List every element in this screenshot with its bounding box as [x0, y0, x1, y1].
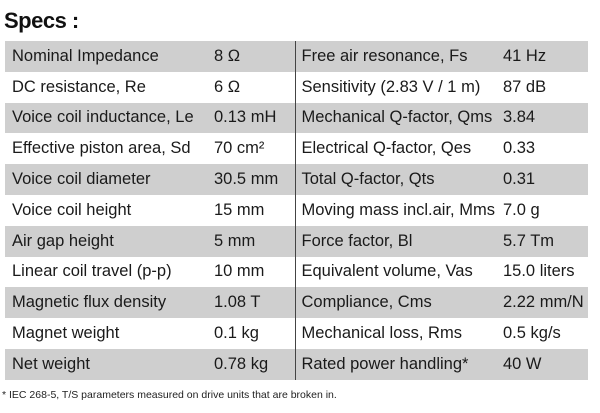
- spec-value: 41 Hz: [500, 41, 588, 72]
- spec-label: Voice coil diameter: [5, 164, 211, 195]
- spec-value: 8 Ω: [211, 41, 295, 72]
- spec-value: 0.13 mH: [211, 102, 295, 134]
- spec-value: 70 cm²: [214, 139, 265, 158]
- spec-value: 30.5 mm: [211, 164, 295, 195]
- spec-label: Compliance, Cms: [294, 287, 500, 319]
- spec-label: Moving mass incl.air, Mms: [294, 194, 500, 226]
- spec-label: Equivalent volume, Vas: [294, 256, 500, 288]
- specs-title: Specs :: [4, 8, 79, 33]
- spec-label: Voice coil inductance, Le: [5, 102, 211, 134]
- spec-value: 15 mm: [214, 200, 265, 219]
- spec-label: Sensitivity (2.83 V / 1 m): [294, 71, 500, 103]
- spec-value: 6 Ω: [214, 77, 241, 96]
- spec-label: Effective piston area, Sd: [12, 139, 191, 158]
- spec-value: 15.0 liters: [503, 262, 575, 281]
- spec-value: 1.08 T: [211, 287, 295, 319]
- spec-value: 10 mm: [214, 262, 265, 281]
- table-row: Air gap height 5 mm Force factor, Bl 5.7…: [5, 225, 588, 257]
- table-row: Voice coil height 15 mm Moving mass incl…: [5, 194, 588, 226]
- table-row: DC resistance, Re 6 Ω Sensitivity (2.83 …: [5, 71, 588, 103]
- spec-label: Force factor, Bl: [294, 225, 500, 257]
- spec-value: 5 mm: [211, 225, 295, 257]
- spec-value: 0.31: [500, 164, 588, 195]
- spec-label: Net weight: [5, 348, 211, 380]
- spec-value: 0.1 kg: [214, 324, 259, 343]
- spec-value: 40 W: [500, 348, 588, 380]
- spec-value: 2.22 mm/N: [500, 287, 588, 319]
- spec-value: 7.0 g: [503, 200, 540, 219]
- spec-label: Magnetic flux density: [5, 287, 211, 319]
- spec-value: 87 dB: [503, 77, 547, 96]
- spec-label: Mechanical loss, Rms: [294, 318, 500, 349]
- table-row: Net weight 0.78 kg Rated power handling*…: [5, 348, 588, 380]
- table-row: Voice coil inductance, Le 0.13 mH Mechan…: [5, 102, 588, 134]
- footnote: * IEC 268-5, T/S parameters measured on …: [2, 389, 337, 401]
- table-row: Voice coil diameter 30.5 mm Total Q-fact…: [5, 164, 588, 195]
- spec-value: 0.5 kg/s: [503, 324, 561, 343]
- spec-label: Magnet weight: [12, 324, 120, 343]
- spec-value: 0.33: [503, 139, 536, 158]
- spec-label: Electrical Q-factor, Qes: [294, 133, 500, 165]
- spec-label: Total Q-factor, Qts: [294, 164, 500, 195]
- spec-label: Mechanical Q-factor, Qms: [294, 102, 500, 134]
- spec-value: 0.78 kg: [211, 348, 295, 380]
- spec-label: DC resistance, Re: [12, 77, 146, 96]
- spec-label: Nominal Impedance: [5, 41, 211, 72]
- spec-label: Linear coil travel (p-p): [12, 262, 172, 281]
- spec-label: Air gap height: [5, 225, 211, 257]
- spec-value: 3.84: [500, 102, 588, 134]
- spec-label: Free air resonance, Fs: [294, 41, 500, 72]
- spec-label: Voice coil height: [12, 200, 132, 219]
- table-row: Magnetic flux density 1.08 T Compliance,…: [5, 287, 588, 319]
- specs-table: Nominal Impedance 8 Ω Free air resonance…: [5, 41, 588, 380]
- spec-label: Rated power handling*: [294, 348, 500, 380]
- spec-value: 5.7 Tm: [500, 225, 588, 257]
- table-row: Linear coil travel (p-p) 10 mm Equivalen…: [5, 256, 588, 288]
- table-row: Nominal Impedance 8 Ω Free air resonance…: [5, 41, 588, 72]
- table-row: Magnet weight 0.1 kg Mechanical loss, Rm…: [5, 318, 588, 349]
- table-row: Effective piston area, Sd 70 cm² Electri…: [5, 133, 588, 165]
